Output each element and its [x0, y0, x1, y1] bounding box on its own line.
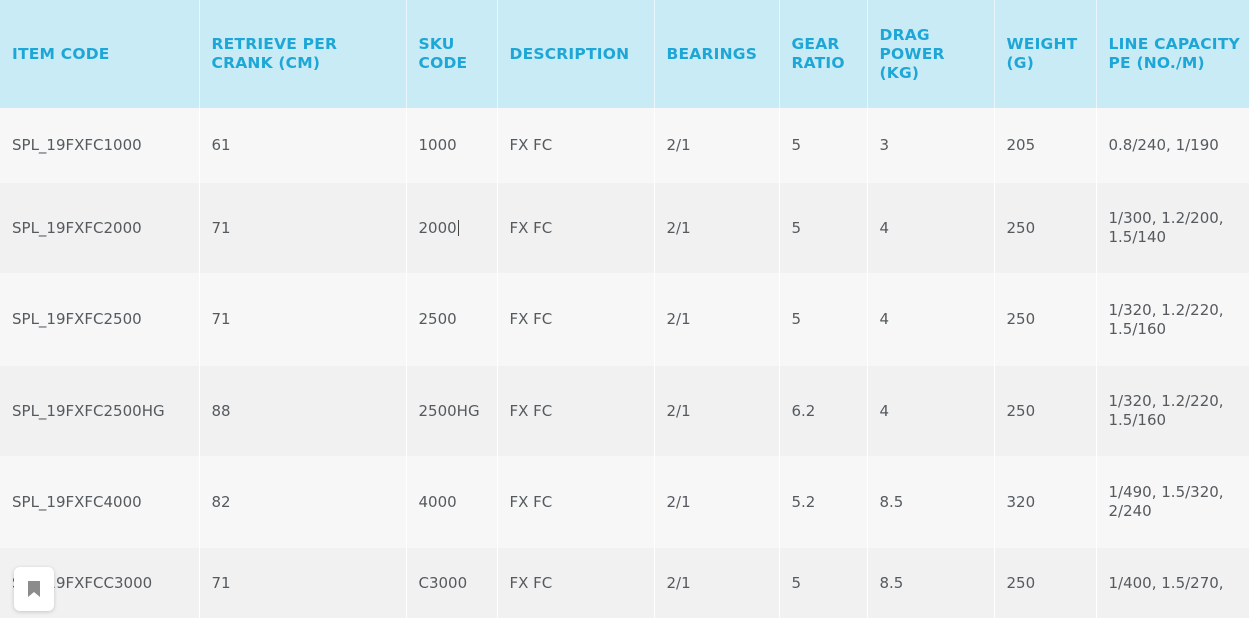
cell-drag-power: 8.5	[867, 456, 995, 548]
table-row: SPL_19FXFCC3000 71 C3000 FX FC 2/1 5 8.5…	[0, 548, 1249, 618]
cell-line-capacity: 1/400, 1.5/270,	[1096, 548, 1249, 618]
cell-item-code: SPL_19FXFC4000	[0, 456, 200, 548]
cell-weight: 250	[994, 183, 1097, 273]
bookmark-button[interactable]	[14, 567, 54, 611]
cell-description: FX FC	[497, 456, 655, 548]
cell-line-capacity: 1/320, 1.2/220, 1.5/160	[1096, 273, 1249, 366]
cell-sku-code-text: 2000	[418, 218, 457, 237]
cell-line-capacity: 1/320, 1.2/220, 1.5/160	[1096, 366, 1249, 456]
header-bearings: BEARINGS	[654, 0, 780, 108]
header-gear-ratio: GEAR RATIO	[779, 0, 868, 108]
table-row: SPL_19FXFC1000 61 1000 FX FC 2/1 5 3 205…	[0, 108, 1249, 183]
cell-gear-ratio: 5	[779, 273, 868, 366]
cell-drag-power: 4	[867, 183, 995, 273]
cell-item-code: SPL_19FXFC2000	[0, 183, 200, 273]
cell-sku-code-editing[interactable]: 2000	[406, 183, 498, 273]
cell-weight: 250	[994, 273, 1097, 366]
cell-item-code: SPL_19FXFC2500	[0, 273, 200, 366]
cell-bearings: 2/1	[654, 273, 780, 366]
cell-line-capacity: 1/490, 1.5/320, 2/240	[1096, 456, 1249, 548]
cell-sku-code: 2500	[406, 273, 498, 366]
cell-gear-ratio: 5	[779, 108, 868, 183]
cell-description: FX FC	[497, 273, 655, 366]
cell-bearings: 2/1	[654, 183, 780, 273]
header-line-capacity: LINE CAPACITY PE (NO./M)	[1096, 0, 1249, 108]
cell-item-code: SPL_19FXFC2500HG	[0, 366, 200, 456]
cell-sku-code: 2500HG	[406, 366, 498, 456]
cell-line-capacity: 0.8/240, 1/190	[1096, 108, 1249, 183]
cell-gear-ratio: 5	[779, 183, 868, 273]
table-row: SPL_19FXFC4000 82 4000 FX FC 2/1 5.2 8.5…	[0, 456, 1249, 548]
table-row: SPL_19FXFC2500 71 2500 FX FC 2/1 5 4 250…	[0, 273, 1249, 366]
cell-retrieve: 61	[199, 108, 407, 183]
cell-weight: 205	[994, 108, 1097, 183]
table-row: SPL_19FXFC2500HG 88 2500HG FX FC 2/1 6.2…	[0, 366, 1249, 456]
header-item-code: ITEM CODE	[0, 0, 200, 108]
cell-gear-ratio: 5.2	[779, 456, 868, 548]
cell-bearings: 2/1	[654, 108, 780, 183]
cell-weight: 250	[994, 366, 1097, 456]
header-sku-code: SKU CODE	[406, 0, 498, 108]
cell-retrieve: 71	[199, 183, 407, 273]
table-row: SPL_19FXFC2000 71 2000 FX FC 2/1 5 4 250…	[0, 183, 1249, 273]
header-retrieve-per-crank: RETRIEVE PER CRANK (CM)	[199, 0, 407, 108]
cell-bearings: 2/1	[654, 548, 780, 618]
cell-sku-code: 1000	[406, 108, 498, 183]
cell-drag-power: 4	[867, 366, 995, 456]
cell-description: FX FC	[497, 366, 655, 456]
table-header-row: ITEM CODE RETRIEVE PER CRANK (CM) SKU CO…	[0, 0, 1249, 108]
cell-gear-ratio: 6.2	[779, 366, 868, 456]
cell-gear-ratio: 5	[779, 548, 868, 618]
cell-description: FX FC	[497, 183, 655, 273]
text-cursor-caret	[457, 219, 459, 236]
cell-sku-code: 4000	[406, 456, 498, 548]
header-description: DESCRIPTION	[497, 0, 655, 108]
cell-drag-power: 8.5	[867, 548, 995, 618]
cell-bearings: 2/1	[654, 456, 780, 548]
header-weight: WEIGHT (G)	[994, 0, 1097, 108]
bookmark-icon	[28, 581, 40, 597]
cell-drag-power: 4	[867, 273, 995, 366]
cell-weight: 320	[994, 456, 1097, 548]
cell-weight: 250	[994, 548, 1097, 618]
cell-sku-code: C3000	[406, 548, 498, 618]
cell-description: FX FC	[497, 108, 655, 183]
header-drag-power: DRAG POWER (KG)	[867, 0, 995, 108]
cell-line-capacity: 1/300, 1.2/200, 1.5/140	[1096, 183, 1249, 273]
cell-retrieve: 82	[199, 456, 407, 548]
cell-retrieve: 71	[199, 273, 407, 366]
cell-bearings: 2/1	[654, 366, 780, 456]
cell-retrieve: 88	[199, 366, 407, 456]
cell-item-code: SPL_19FXFC1000	[0, 108, 200, 183]
cell-drag-power: 3	[867, 108, 995, 183]
cell-description: FX FC	[497, 548, 655, 618]
cell-retrieve: 71	[199, 548, 407, 618]
